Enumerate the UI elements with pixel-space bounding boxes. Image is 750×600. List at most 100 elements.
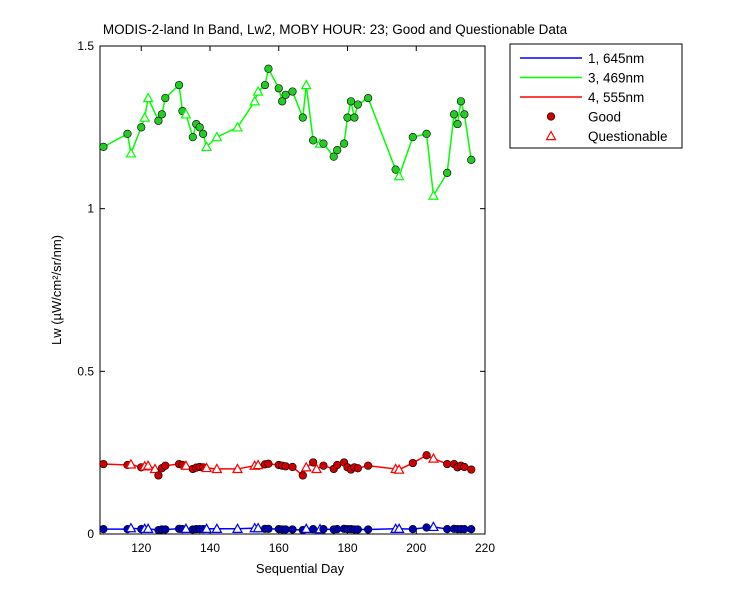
data-point-good (350, 113, 359, 122)
data-point-questionable (125, 458, 137, 469)
data-point-good (333, 525, 342, 534)
data-point-good (353, 525, 362, 534)
data-point-questionable (300, 523, 312, 533)
y-axis-label: Lw (µW/cm²/sr/nm) (49, 235, 64, 345)
data-point-good (467, 155, 476, 164)
data-point-good (460, 462, 469, 472)
data-point-good (264, 64, 273, 73)
data-point-good (309, 458, 318, 467)
x-tick-label: 140 (200, 541, 220, 555)
data-point-good (443, 168, 452, 177)
y-tick-label: 1 (87, 202, 94, 216)
data-point-good (174, 80, 184, 90)
data-point-questionable (393, 170, 405, 181)
data-point-questionable (252, 522, 264, 533)
data-point-good (99, 142, 108, 151)
data-point-good (460, 525, 469, 534)
data-point-questionable (300, 79, 312, 90)
data-point-good (408, 132, 417, 142)
data-point-questionable (427, 452, 439, 463)
series-line (103, 66, 472, 198)
data-point-good (353, 464, 362, 473)
data-point-good (422, 451, 431, 460)
legend-label: 3, 469nm (588, 71, 644, 86)
data-point-good (329, 152, 338, 161)
data-point-good (281, 462, 290, 471)
data-point-questionable (252, 85, 264, 96)
data-point-questionable (249, 95, 261, 106)
data-point-good (422, 129, 431, 138)
data-point-good (333, 460, 342, 470)
legend-label: 1, 645nm (588, 51, 644, 66)
data-point-good (460, 110, 469, 119)
data-point-good (154, 471, 163, 480)
data-point-good (346, 97, 356, 106)
data-point-questionable (427, 189, 439, 200)
data-point-questionable (139, 111, 151, 122)
x-tick-label: 120 (131, 541, 151, 555)
plot-area: 120 140 160 180 200 220 0 0.5 1 1.5 (77, 39, 495, 555)
data-point-good (319, 525, 328, 534)
data-point-questionable (149, 463, 161, 474)
data-point-good (161, 93, 170, 103)
data-point-good (99, 459, 108, 469)
y-tick-label: 0.5 (77, 364, 94, 378)
y-tick-label: 1.5 (77, 39, 94, 53)
data-point-good (408, 525, 417, 534)
legend-label: Questionable (588, 129, 668, 144)
data-point-good (199, 129, 208, 138)
data-point-good (453, 119, 462, 129)
data-point-good (278, 97, 287, 106)
data-point-questionable (427, 521, 439, 532)
x-tick-label: 220 (475, 541, 495, 555)
data-point-good (443, 525, 452, 534)
data-point-good (408, 458, 417, 468)
legend-label: Good (588, 110, 621, 125)
x-axis-label: Sequential Day (256, 561, 345, 576)
data-point-questionable (311, 463, 323, 474)
data-point-questionable (125, 522, 137, 533)
x-tick-label: 180 (337, 541, 357, 555)
data-point-questionable (142, 92, 154, 103)
data-point-good (260, 80, 270, 90)
data-point-questionable (393, 463, 405, 474)
legend-box (509, 43, 683, 149)
data-point-questionable (211, 463, 223, 474)
legend: 1, 645nm 3, 469nm 4, 555nm Good Questionable (509, 43, 683, 149)
data-point-good (264, 459, 273, 468)
data-point-questionable (142, 523, 154, 533)
data-point-good (364, 461, 373, 470)
data-point-good (467, 525, 476, 534)
data-point-good (281, 525, 290, 534)
data-point-questionable (231, 463, 244, 474)
data-point-good (443, 459, 452, 469)
y-tick-label: 0 (87, 527, 94, 541)
data-point-questionable (201, 141, 213, 152)
data-point-good (154, 116, 163, 125)
data-point-questionable (211, 131, 223, 142)
data-point-good (274, 84, 283, 93)
data-point-good (137, 123, 146, 132)
legend-marker-questionable (545, 130, 557, 141)
data-point-good (364, 525, 373, 534)
data-point-good (467, 465, 476, 474)
data-point-good (157, 110, 166, 119)
data-point-good (339, 139, 349, 148)
data-point-good (123, 129, 132, 138)
data-point-good (353, 100, 362, 109)
data-point-questionable (180, 523, 192, 533)
data-point-questionable (231, 523, 244, 533)
data-point-good (161, 525, 170, 534)
data-point-questionable (211, 523, 223, 533)
data-point-good (319, 139, 328, 148)
data-point-questionable (393, 523, 405, 533)
data-point-good (161, 461, 170, 470)
data-point-questionable (180, 108, 192, 119)
data-point-questionable (201, 523, 213, 533)
axes-frame (99, 45, 486, 535)
data-point-good (298, 113, 307, 122)
data-point-questionable (231, 121, 244, 132)
data-point-good (288, 525, 297, 534)
data-point-questionable (142, 459, 154, 470)
data-point-questionable (201, 462, 213, 473)
